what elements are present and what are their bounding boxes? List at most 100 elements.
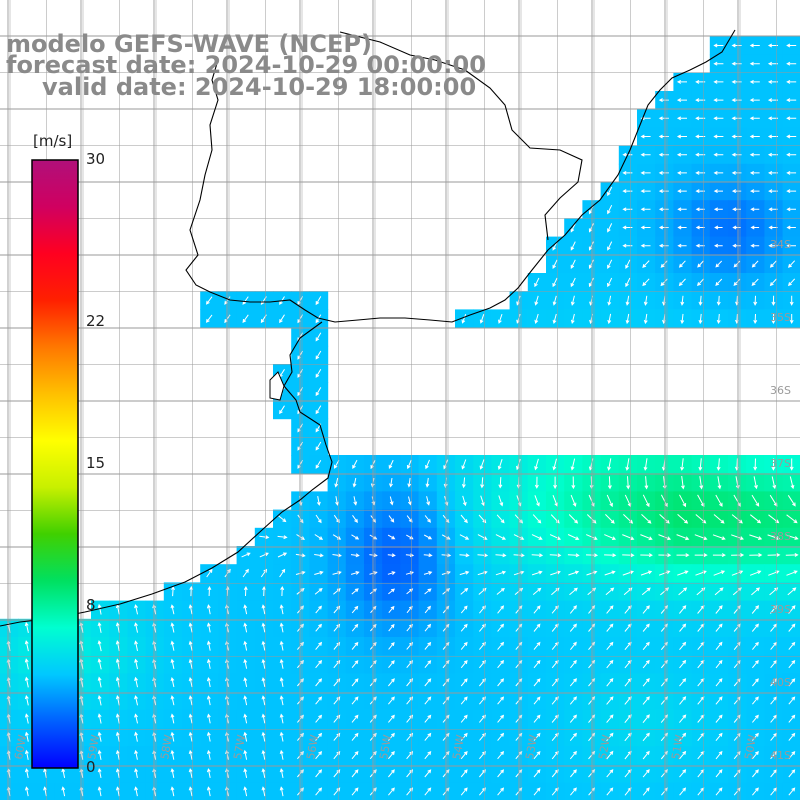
wind-arrow	[786, 116, 797, 121]
wind-arrow	[459, 553, 470, 558]
wind-arrow	[787, 495, 796, 507]
wind-arrow	[715, 787, 723, 796]
wind-arrow	[533, 732, 541, 741]
wind-arrow	[241, 552, 251, 558]
lat-label-0: 34S	[770, 238, 791, 251]
wind-arrow	[713, 189, 723, 194]
wind-arrow	[97, 621, 102, 633]
wind-arrow	[588, 241, 594, 251]
wind-arrow	[424, 660, 432, 669]
wind-arrow	[170, 749, 175, 760]
wind-arrow	[641, 514, 652, 524]
wind-arrow	[752, 750, 759, 760]
wind-arrow	[788, 732, 796, 741]
wind-arrow	[549, 553, 562, 558]
wind-arrow	[749, 152, 760, 157]
wind-arrow	[789, 476, 795, 490]
wind-arrow	[97, 786, 102, 797]
wind-arrow	[677, 170, 687, 175]
wind-arrow	[279, 749, 284, 760]
title-valid-date: valid date: 2024-10-29 18:00:00	[42, 73, 477, 101]
wind-arrow	[570, 295, 575, 306]
wind-arrow	[749, 134, 760, 139]
wind-arrow	[479, 623, 486, 632]
wind-arrow	[460, 714, 468, 723]
wind-arrow	[678, 278, 686, 287]
wind-arrow	[188, 695, 193, 706]
wind-arrow	[495, 534, 507, 540]
wind-arrow	[715, 678, 723, 687]
wind-arrow	[533, 659, 541, 669]
wind-arrow	[315, 441, 322, 451]
wind-arrow	[606, 769, 614, 778]
lon-label-7: 53W	[523, 734, 540, 761]
wind-arrow	[752, 659, 759, 669]
wind-arrow	[788, 696, 796, 705]
wind-arrow	[24, 658, 29, 670]
wind-arrow	[243, 622, 248, 633]
wind-arrow	[188, 749, 193, 760]
wind-arrow	[751, 260, 759, 268]
wind-arrow	[259, 552, 269, 558]
wind-arrow	[279, 658, 284, 669]
wind-arrow	[479, 659, 486, 669]
wind-arrow	[641, 587, 651, 596]
wind-arrow	[497, 623, 505, 632]
wind-arrow	[715, 750, 723, 760]
wind-arrow	[188, 622, 193, 633]
wind-arrow	[170, 676, 175, 688]
wind-arrow	[134, 713, 138, 724]
wind-arrow	[24, 786, 29, 797]
wind-arrow	[642, 641, 650, 651]
wind-arrow	[278, 515, 287, 523]
wind-arrow	[771, 476, 777, 490]
wind-arrow	[606, 714, 614, 723]
uruguay-coast	[339, 31, 583, 241]
wind-arrow	[679, 732, 687, 742]
wind-arrow	[387, 553, 396, 558]
wind-arrow	[279, 731, 284, 742]
wind-arrow	[261, 731, 266, 742]
wind-arrow	[789, 458, 794, 471]
wind-arrow	[425, 477, 430, 488]
wind-arrow	[570, 494, 577, 507]
lon-label-0: 60W	[12, 734, 29, 761]
wind-arrow	[732, 243, 741, 248]
wind-arrow	[387, 571, 396, 575]
wind-arrow	[658, 553, 672, 558]
wind-arrow	[677, 570, 689, 576]
wind-arrow	[424, 605, 431, 614]
wind-arrow	[534, 458, 539, 471]
wind-arrow	[658, 134, 669, 139]
wind-arrow	[640, 570, 653, 576]
wind-arrow	[315, 678, 323, 687]
wind-arrow	[497, 696, 505, 705]
wind-arrow	[261, 786, 266, 797]
wind-arrow	[715, 696, 723, 705]
lon-label-6: 54W	[450, 734, 467, 761]
wind-arrow	[640, 207, 651, 212]
wind-arrow	[640, 225, 651, 230]
wind-arrow	[607, 277, 613, 288]
wind-arrow	[607, 259, 613, 269]
lat-label-2: 36S	[770, 384, 791, 397]
wind-arrow	[569, 678, 577, 687]
wind-arrow	[713, 116, 724, 121]
wind-arrow	[243, 786, 248, 797]
wind-arrow	[243, 640, 248, 651]
wind-arrow	[261, 640, 266, 651]
wind-arrow	[497, 714, 505, 723]
wind-arrow	[699, 476, 704, 490]
wind-arrow	[479, 787, 486, 796]
wind-arrow	[279, 314, 285, 324]
wind-arrow	[388, 660, 395, 669]
wind-arrow	[314, 534, 324, 540]
wind-arrow	[115, 622, 120, 633]
wind-arrow	[424, 623, 432, 632]
wind-arrow	[569, 696, 577, 705]
wind-arrow	[714, 225, 723, 230]
wind-arrow	[460, 750, 468, 760]
wind-arrow	[716, 295, 721, 306]
wind-arrow	[170, 640, 175, 651]
